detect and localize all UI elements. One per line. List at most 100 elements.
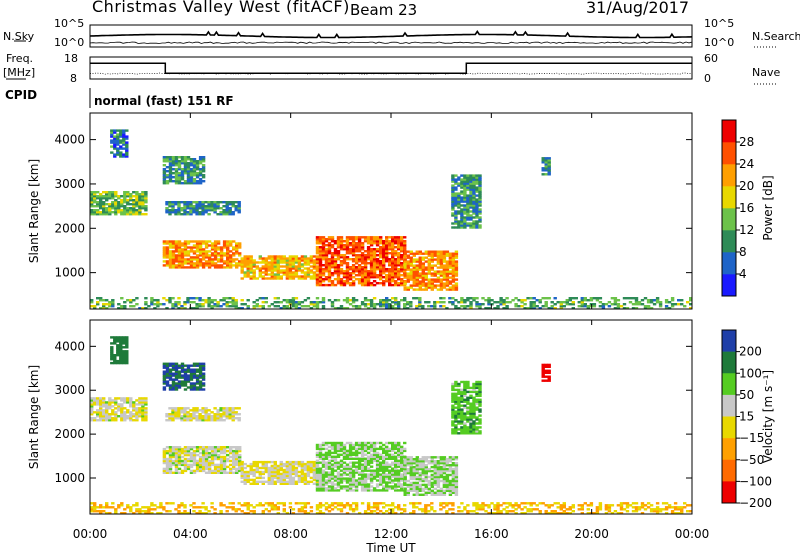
power-cell	[279, 271, 283, 274]
power-cell	[363, 254, 368, 257]
power-cell	[111, 205, 115, 208]
velocity-cell	[306, 480, 311, 483]
velocity-cell	[354, 449, 359, 453]
power-cell	[213, 305, 217, 308]
velocity-cell	[267, 470, 271, 474]
velocity-cell	[312, 470, 317, 474]
velocity-cell	[321, 489, 326, 492]
velocity-cell	[321, 485, 326, 488]
velocity-cell	[183, 413, 187, 416]
power-cell	[433, 284, 437, 287]
velocity-cell	[183, 415, 187, 418]
power-cell	[201, 262, 206, 265]
power-cell	[454, 307, 458, 310]
power-cell	[93, 191, 97, 194]
velocity-cell	[385, 455, 389, 458]
power-cell	[156, 301, 160, 304]
velocity-cell	[400, 467, 404, 470]
power-cell	[463, 305, 467, 308]
velocity-cell	[342, 467, 347, 470]
power-cell	[463, 186, 467, 189]
velocity-cell	[466, 396, 470, 399]
power-cell	[345, 242, 350, 245]
velocity-cell	[255, 470, 259, 474]
velocity-cell	[198, 362, 203, 365]
power-cell	[553, 297, 557, 300]
velocity-cell	[454, 477, 459, 481]
velocity-cell	[195, 463, 200, 467]
velocity-cell	[409, 467, 413, 471]
power-cell	[433, 303, 437, 306]
power-cell	[229, 256, 233, 259]
velocity-cell	[288, 482, 293, 485]
velocity-cell	[451, 394, 455, 397]
power-cell	[583, 305, 587, 308]
velocity-cell	[369, 449, 374, 453]
power-cell	[240, 303, 244, 306]
power-cell	[439, 272, 444, 275]
power-cell	[451, 262, 456, 265]
power-cell	[300, 265, 305, 268]
power-cell	[622, 307, 627, 310]
power-cell	[505, 305, 509, 308]
power-cell	[397, 242, 401, 245]
power-cell	[427, 301, 431, 304]
power-cell	[105, 195, 109, 198]
power-cell	[430, 278, 434, 281]
power-cell	[198, 260, 203, 263]
power-cell	[580, 301, 584, 304]
power-cell	[360, 270, 365, 273]
power-cell	[366, 278, 371, 281]
power-cell	[213, 299, 217, 302]
power-cell	[586, 299, 590, 302]
power-cell	[93, 205, 97, 208]
power-cell	[125, 145, 129, 148]
velocity-cell	[363, 481, 368, 484]
power-cell	[162, 168, 167, 171]
velocity-cell	[93, 401, 97, 404]
velocity-cell	[339, 459, 344, 462]
velocity-cell	[117, 409, 121, 412]
velocity-cell	[183, 469, 188, 473]
power-cell	[297, 263, 302, 266]
power-cell	[442, 272, 447, 275]
power-cell	[354, 260, 359, 263]
velocity-cell	[171, 407, 175, 410]
velocity-cell	[210, 447, 215, 451]
velocity-cell	[448, 481, 453, 485]
velocity-cell	[213, 407, 217, 410]
velocity-cell	[125, 356, 129, 359]
power-cell	[174, 182, 179, 185]
velocity-cell	[363, 467, 368, 470]
power-cell	[363, 268, 368, 271]
power-cell	[406, 303, 410, 306]
power-cell	[646, 299, 651, 302]
power-cell	[198, 303, 202, 306]
velocity-cell	[330, 485, 335, 488]
power-cell	[538, 307, 542, 310]
power-cell	[229, 264, 233, 267]
power-cell	[300, 269, 305, 272]
velocity-cell	[354, 465, 359, 468]
velocity-cell	[315, 489, 320, 492]
velocity-cell	[363, 449, 368, 453]
power-cell	[192, 201, 196, 204]
power-cell	[171, 252, 176, 255]
power-cell	[412, 260, 416, 263]
power-cell	[102, 207, 106, 210]
power-cell	[372, 236, 377, 239]
power-cell	[385, 244, 389, 247]
power-cell	[165, 211, 169, 214]
power-cell	[400, 242, 404, 245]
power-cell	[171, 246, 176, 249]
power-cell	[406, 262, 410, 265]
velocity-cell	[270, 472, 274, 476]
power-cell	[339, 283, 344, 287]
power-cell	[171, 242, 176, 245]
power-cell	[90, 209, 94, 212]
velocity-cell	[400, 469, 404, 472]
power-cell	[324, 244, 329, 247]
power-cell	[442, 264, 447, 267]
power-cell	[174, 305, 178, 308]
power-cell	[222, 297, 226, 300]
